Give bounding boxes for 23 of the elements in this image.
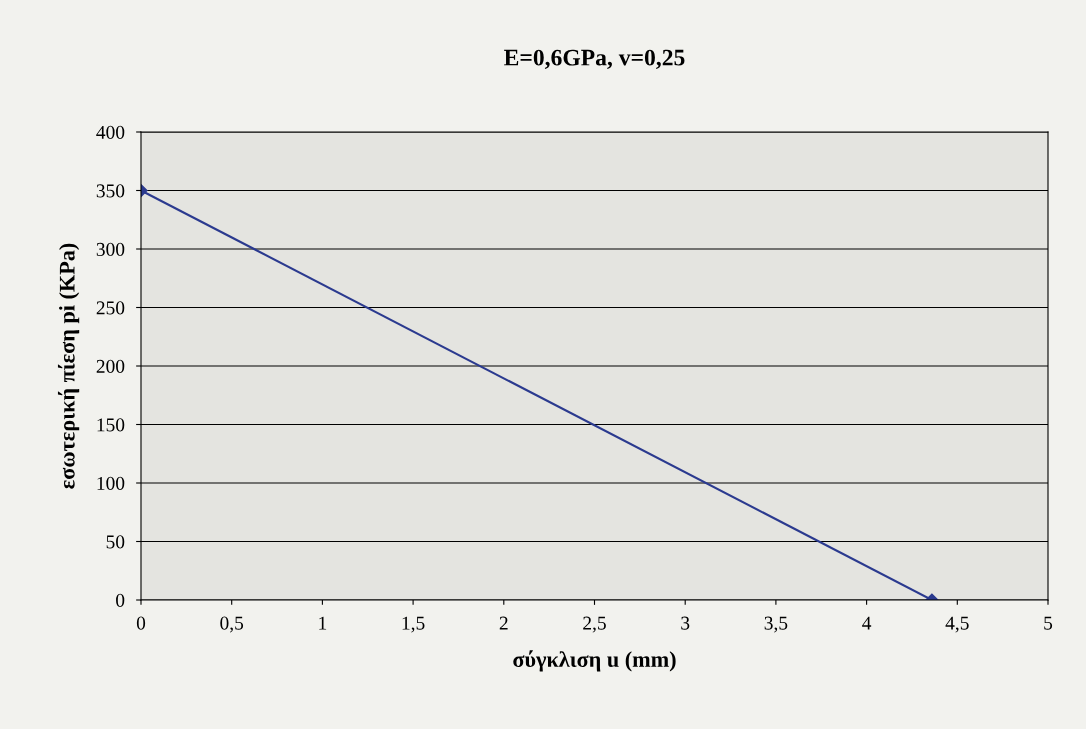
x-tick-label: 2 (499, 616, 508, 630)
x-tick-label: 3 (681, 616, 690, 630)
y-tick-label: 50 (106, 535, 125, 549)
x-tick-label: 3,5 (764, 616, 788, 633)
y-tick-label: 250 (96, 301, 125, 315)
x-tick-label: 1,5 (402, 616, 425, 633)
y-tick-label: 300 (96, 242, 125, 256)
x-tick-label: 4,5 (945, 616, 969, 633)
x-tick-label: 4 (862, 616, 872, 630)
x-tick-label: 2,5 (583, 616, 606, 633)
y-tick-label: 150 (97, 418, 125, 432)
y-axis-title: εσωτερική πίεση pi (KPa) (57, 243, 80, 489)
y-tick-label: 0 (116, 593, 125, 607)
y-tick-label: 200 (96, 359, 125, 373)
chart-title: E=0,6GPa, v=0,25 (504, 49, 685, 69)
x-tick-label: 0,5 (220, 616, 244, 633)
y-tick-label: 350 (96, 184, 125, 198)
y-tick-label: 400 (96, 125, 125, 139)
x-axis-title: σύγκλιση u (mm) (513, 650, 676, 672)
x-tick-label: 1 (319, 616, 327, 630)
x-tick-label: 5 (1044, 616, 1053, 630)
y-tick-label: 100 (97, 476, 125, 490)
x-tick-label: 0 (136, 616, 146, 630)
